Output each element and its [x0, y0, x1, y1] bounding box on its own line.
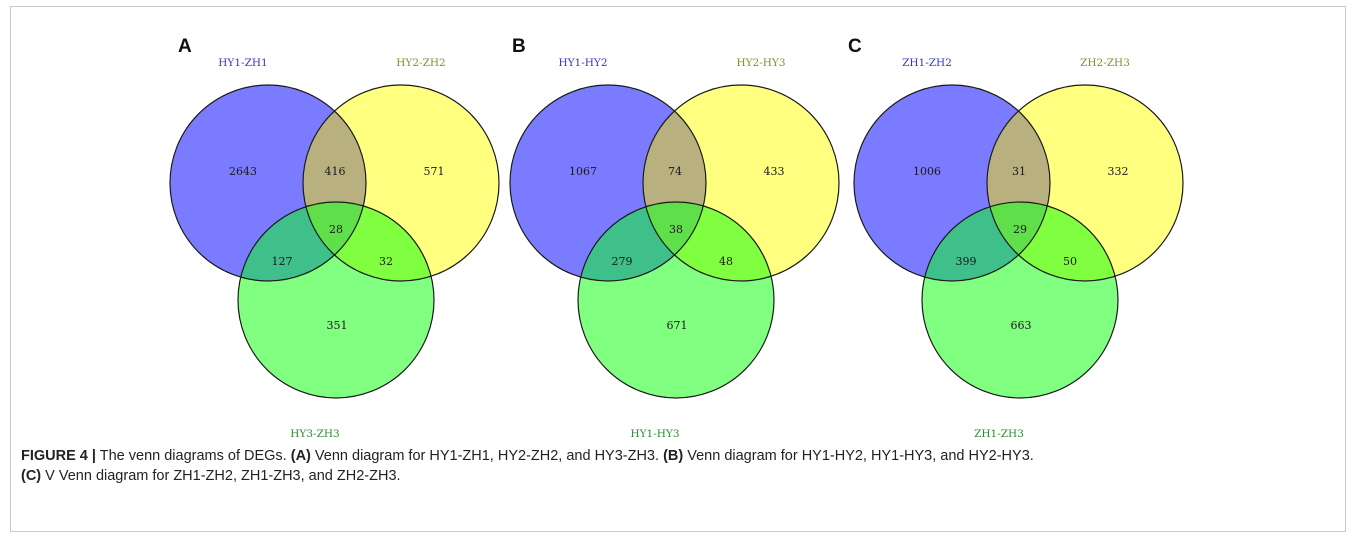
region-count-only-2: 332: [1108, 165, 1129, 178]
region-count-only-2: 433: [764, 165, 785, 178]
circle-outline-1: [509, 84, 707, 282]
set-label-1: HY1-ZH1: [218, 57, 267, 69]
region-count-r12: 416: [325, 165, 346, 178]
region-count-only-3: 671: [667, 319, 688, 332]
region-count-r12: 74: [668, 165, 682, 178]
region-count-r13: 279: [612, 255, 633, 268]
region-count-r12: 31: [1012, 165, 1026, 178]
circle-outline-3: [237, 201, 435, 399]
region-count-only-3: 663: [1011, 319, 1032, 332]
venn-panel-b: B HY1-HY2 HY2-HY3 HY1-HY3 1067 433 671 74 279 48 3…: [509, 36, 840, 440]
region-count-only-1: 1006: [913, 165, 941, 178]
set-label-2: HY2-ZH2: [396, 57, 445, 69]
region-count-only-2: 571: [424, 165, 445, 178]
caption-b-text: Venn diagram for HY1-HY2, HY1-HY3, and H…: [683, 448, 1034, 464]
caption-c-text: V Venn diagram for ZH1-ZH2, ZH1-ZH3, and…: [41, 468, 401, 484]
region-count-only-3: 351: [327, 319, 348, 332]
caption-c-label: (C): [21, 468, 42, 484]
overlap-1-3: [238, 202, 366, 281]
caption-text: The venn diagrams of DEGs.: [95, 448, 291, 464]
set-label-1: HY1-HY2: [558, 57, 607, 69]
set-label-3: ZH1-ZH3: [974, 428, 1024, 440]
panel-letter: A: [178, 36, 192, 57]
circle-outline-3: [577, 201, 775, 399]
panel-letter: C: [848, 36, 862, 57]
region-count-r13: 399: [956, 255, 977, 268]
overlap-2-3: [987, 202, 1118, 281]
caption-b-label: (B): [663, 448, 684, 464]
overlap-1-3: [578, 202, 706, 281]
region-count-only-1: 1067: [569, 165, 597, 178]
region-count-r23: 50: [1063, 255, 1077, 268]
circle-outline-2: [302, 84, 500, 282]
overlap-2-3: [303, 202, 434, 281]
circle-outline-3: [921, 201, 1119, 399]
caption-a-text: Venn diagram for HY1-ZH1, HY2-ZH2, and H…: [310, 448, 664, 464]
region-count-r23: 32: [379, 255, 393, 268]
region-count-r123: 28: [329, 223, 343, 236]
set-label-2: ZH2-ZH3: [1080, 57, 1130, 69]
circle-outline-1: [169, 84, 367, 282]
circle-outline-1: [853, 84, 1051, 282]
circle-outline-2: [642, 84, 840, 282]
panel-letter: B: [512, 36, 526, 57]
venn-panel-c: C ZH1-ZH2 ZH2-ZH3 ZH1-ZH3 1006 332 663 31 399 50 2…: [848, 36, 1184, 440]
set-label-1: ZH1-ZH2: [902, 57, 952, 69]
overlap-1-3: [922, 202, 1050, 281]
figure-caption: FIGURE 4 | The venn diagrams of DEGs. (A…: [21, 446, 1331, 486]
caption-a-label: (A): [290, 448, 311, 464]
overlap-2-3: [643, 202, 774, 281]
set-label-3: HY3-ZH3: [290, 428, 339, 440]
venn-panel-a: A HY1-ZH1 HY2-ZH2 HY3-ZH3 2643 571 351 416 127 32…: [169, 36, 500, 440]
caption-figure-label: FIGURE 4 |: [21, 448, 96, 464]
set-label-2: HY2-HY3: [736, 57, 785, 69]
circle-outline-2: [986, 84, 1184, 282]
region-count-r123: 38: [669, 223, 683, 236]
region-count-r123: 29: [1013, 223, 1027, 236]
region-count-only-1: 2643: [229, 165, 257, 178]
region-count-r23: 48: [719, 255, 733, 268]
set-label-3: HY1-HY3: [630, 428, 679, 440]
venn-diagrams: A HY1-ZH1 HY2-ZH2 HY3-ZH3 2643 571 351 416 127 32…: [169, 36, 1184, 440]
region-count-r13: 127: [272, 255, 293, 268]
